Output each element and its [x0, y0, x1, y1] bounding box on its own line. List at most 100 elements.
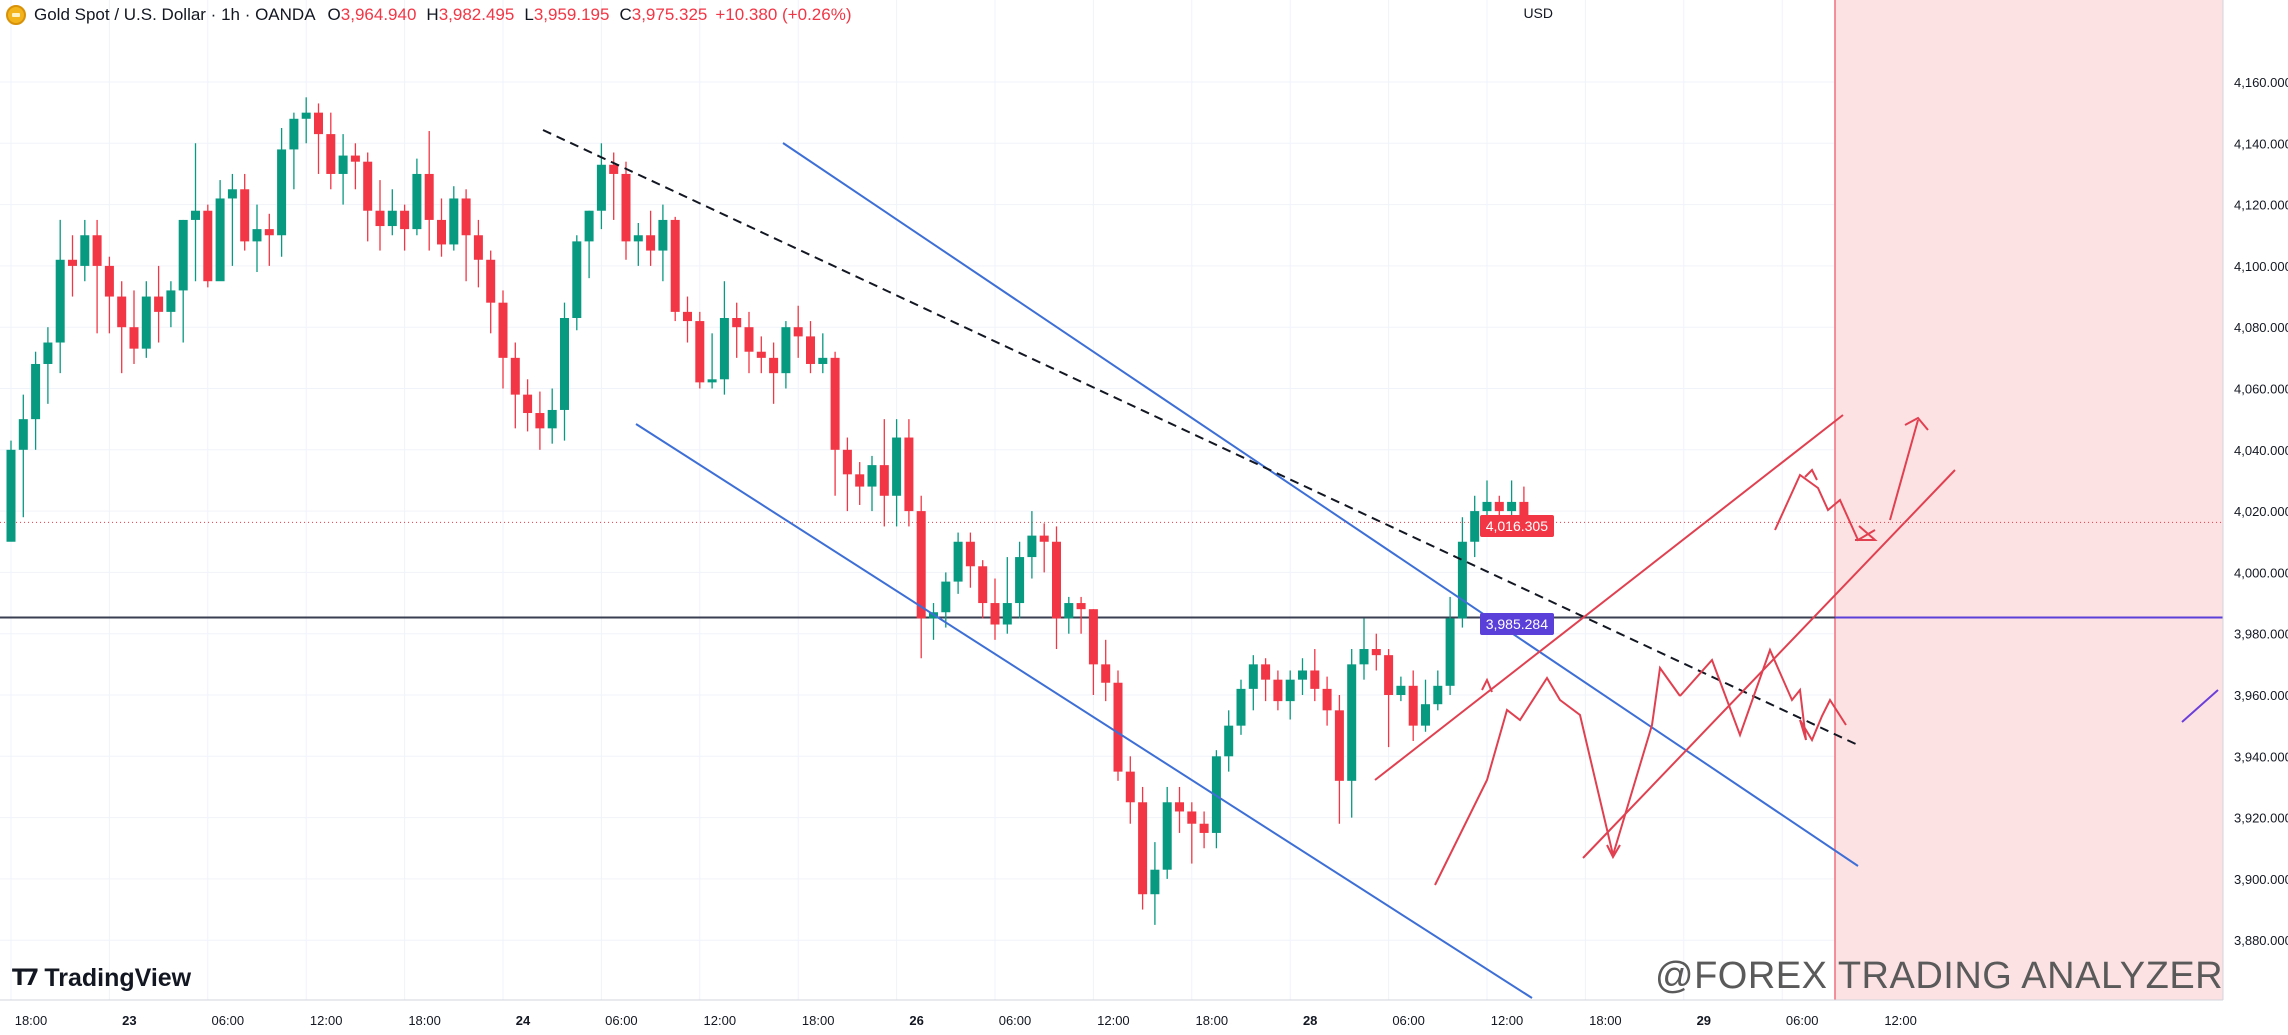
- candle: [92, 219, 102, 334]
- candle-body: [215, 198, 225, 282]
- currency-label[interactable]: USD: [1523, 5, 1553, 21]
- x-tick-label: 12:00: [704, 1013, 737, 1028]
- candle: [867, 455, 877, 512]
- candle-body: [437, 219, 446, 245]
- candle-body: [92, 235, 102, 266]
- candle-body: [31, 363, 41, 420]
- candle-body: [1322, 688, 1332, 711]
- candle-body: [670, 219, 680, 312]
- symbol-title[interactable]: Gold Spot / U.S. Dollar · 1h · OANDA: [34, 5, 316, 24]
- candle-body: [867, 465, 877, 487]
- candle: [535, 391, 545, 450]
- open-value: 3,964.940: [340, 5, 417, 24]
- candle: [117, 281, 127, 374]
- candle-body: [1138, 802, 1148, 895]
- candle-body: [252, 229, 262, 242]
- candle-body: [793, 327, 803, 337]
- candle: [412, 158, 422, 236]
- candle-body: [6, 449, 16, 542]
- candle-body: [1224, 725, 1234, 757]
- x-tick-label: 18:00: [1589, 1013, 1622, 1028]
- candle-body: [473, 235, 483, 260]
- candle-body: [695, 321, 705, 383]
- candle: [326, 112, 336, 190]
- candle: [1187, 802, 1197, 864]
- candle: [400, 204, 410, 251]
- x-tick-label: 06:00: [212, 1013, 245, 1028]
- candle: [1310, 649, 1320, 702]
- level-price-tag: 3,985.284: [1479, 613, 1554, 635]
- candle-body: [1150, 869, 1160, 895]
- candle: [523, 379, 533, 432]
- candle-body: [916, 511, 926, 619]
- candle-body: [1175, 802, 1184, 812]
- x-tick-label: 24: [516, 1013, 531, 1028]
- candle-body: [646, 235, 656, 251]
- projection-arrowhead-up: [1904, 416, 1929, 431]
- x-tick-label: 06:00: [1786, 1013, 1819, 1028]
- candle: [486, 250, 496, 334]
- candle: [978, 560, 988, 619]
- candle: [375, 180, 385, 251]
- candle-body: [806, 336, 815, 364]
- candle: [1236, 679, 1246, 735]
- candle-body: [1445, 618, 1455, 686]
- candle: [806, 321, 815, 374]
- candle: [1064, 596, 1074, 634]
- candle: [732, 302, 742, 358]
- tradingview-logo[interactable]: T7 TradingView: [12, 964, 191, 993]
- x-tick-label: 12:00: [310, 1013, 343, 1028]
- candle-body: [461, 198, 471, 236]
- y-tick-label: 3,980.000: [2234, 627, 2288, 642]
- candle: [1101, 639, 1111, 702]
- candle: [1002, 557, 1012, 634]
- candle: [215, 180, 225, 282]
- candle: [1015, 541, 1025, 619]
- candle: [1138, 786, 1148, 910]
- y-tick-label: 4,100.000: [2234, 259, 2288, 274]
- y-tick-label: 4,080.000: [2234, 320, 2288, 335]
- candle: [203, 204, 213, 288]
- candle-body: [818, 357, 828, 364]
- candle-body: [55, 259, 65, 343]
- candle: [756, 336, 766, 374]
- close-label: C: [619, 5, 632, 24]
- candle-body: [1334, 710, 1344, 781]
- candle: [1445, 596, 1455, 695]
- candle-body: [191, 210, 200, 220]
- x-tick-label: 06:00: [605, 1013, 638, 1028]
- candle-body: [769, 357, 779, 374]
- high-value: 3,982.495: [438, 5, 515, 24]
- wave-arrowhead-1: [1481, 677, 1493, 693]
- candle-body: [375, 210, 385, 227]
- candle-body: [18, 419, 28, 450]
- y-tick-label: 4,020.000: [2234, 504, 2288, 519]
- candle-body: [1494, 501, 1504, 512]
- y-tick-label: 4,000.000: [2234, 565, 2288, 580]
- candle: [154, 265, 164, 343]
- candle-body: [1457, 541, 1467, 619]
- low-value: 3,959.195: [533, 5, 610, 24]
- candle-body: [1433, 685, 1443, 705]
- candle: [1359, 618, 1369, 680]
- wave-arrowhead-3: [1804, 468, 1818, 481]
- candle: [473, 219, 483, 288]
- candle-body: [350, 155, 360, 162]
- candle-body: [572, 241, 582, 319]
- candle: [68, 235, 77, 297]
- candle: [1039, 523, 1049, 573]
- candle: [498, 290, 508, 389]
- candle: [1347, 649, 1357, 818]
- candle: [769, 342, 779, 404]
- projection-arrowhead-down: [1855, 525, 1878, 541]
- candle: [387, 189, 397, 236]
- candle: [793, 305, 803, 358]
- y-tick-label: 3,960.000: [2234, 688, 2288, 703]
- candle: [1298, 658, 1307, 695]
- candle: [879, 419, 889, 527]
- candle: [1470, 495, 1480, 558]
- candle: [191, 143, 200, 282]
- candle: [1371, 633, 1381, 671]
- rising-channel-lower: [1582, 469, 1956, 859]
